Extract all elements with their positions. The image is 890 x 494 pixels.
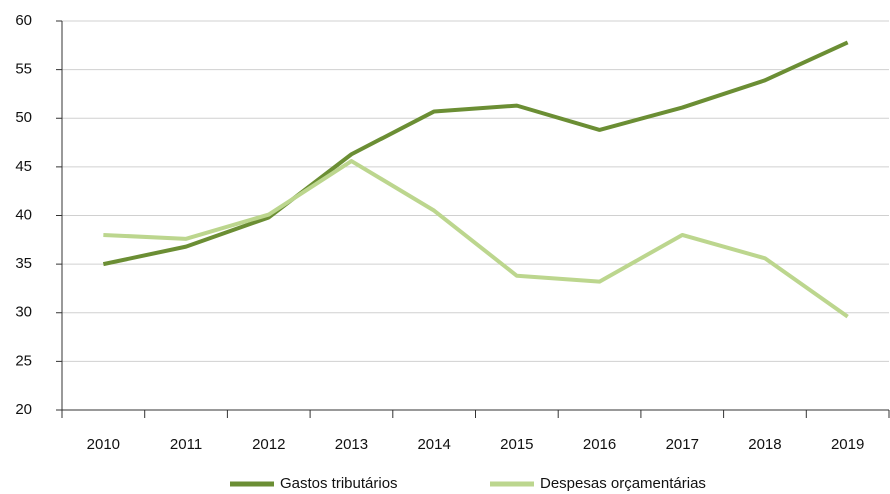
x-tick-label: 2015 xyxy=(500,436,533,453)
x-tick-label: 2010 xyxy=(87,436,120,453)
x-tick-label: 2014 xyxy=(417,436,450,453)
y-tick-label: 45 xyxy=(15,158,32,175)
x-tick-label: 2017 xyxy=(666,436,699,453)
y-tick-label: 35 xyxy=(15,255,32,272)
legend-label: Gastos tributários xyxy=(280,475,398,492)
line-series xyxy=(103,159,849,319)
y-tick-label: 50 xyxy=(15,109,32,126)
y-tick-label: 40 xyxy=(15,206,32,223)
legend-label: Despesas orçamentárias xyxy=(540,475,706,492)
y-tick-label: 25 xyxy=(15,352,32,369)
x-tick-label: 2016 xyxy=(583,436,616,453)
y-tick-label: 30 xyxy=(15,304,32,321)
y-tick-label: 55 xyxy=(15,61,32,78)
y-tick-label: 20 xyxy=(15,401,32,418)
x-tick-label: 2013 xyxy=(335,436,368,453)
y-tick-label: 60 xyxy=(15,12,32,29)
x-tick-label: 2018 xyxy=(748,436,781,453)
x-tick-label: 2012 xyxy=(252,436,285,453)
x-tick-label: 2019 xyxy=(831,436,864,453)
x-tick-label: 2011 xyxy=(170,436,202,453)
line-series xyxy=(102,40,849,267)
